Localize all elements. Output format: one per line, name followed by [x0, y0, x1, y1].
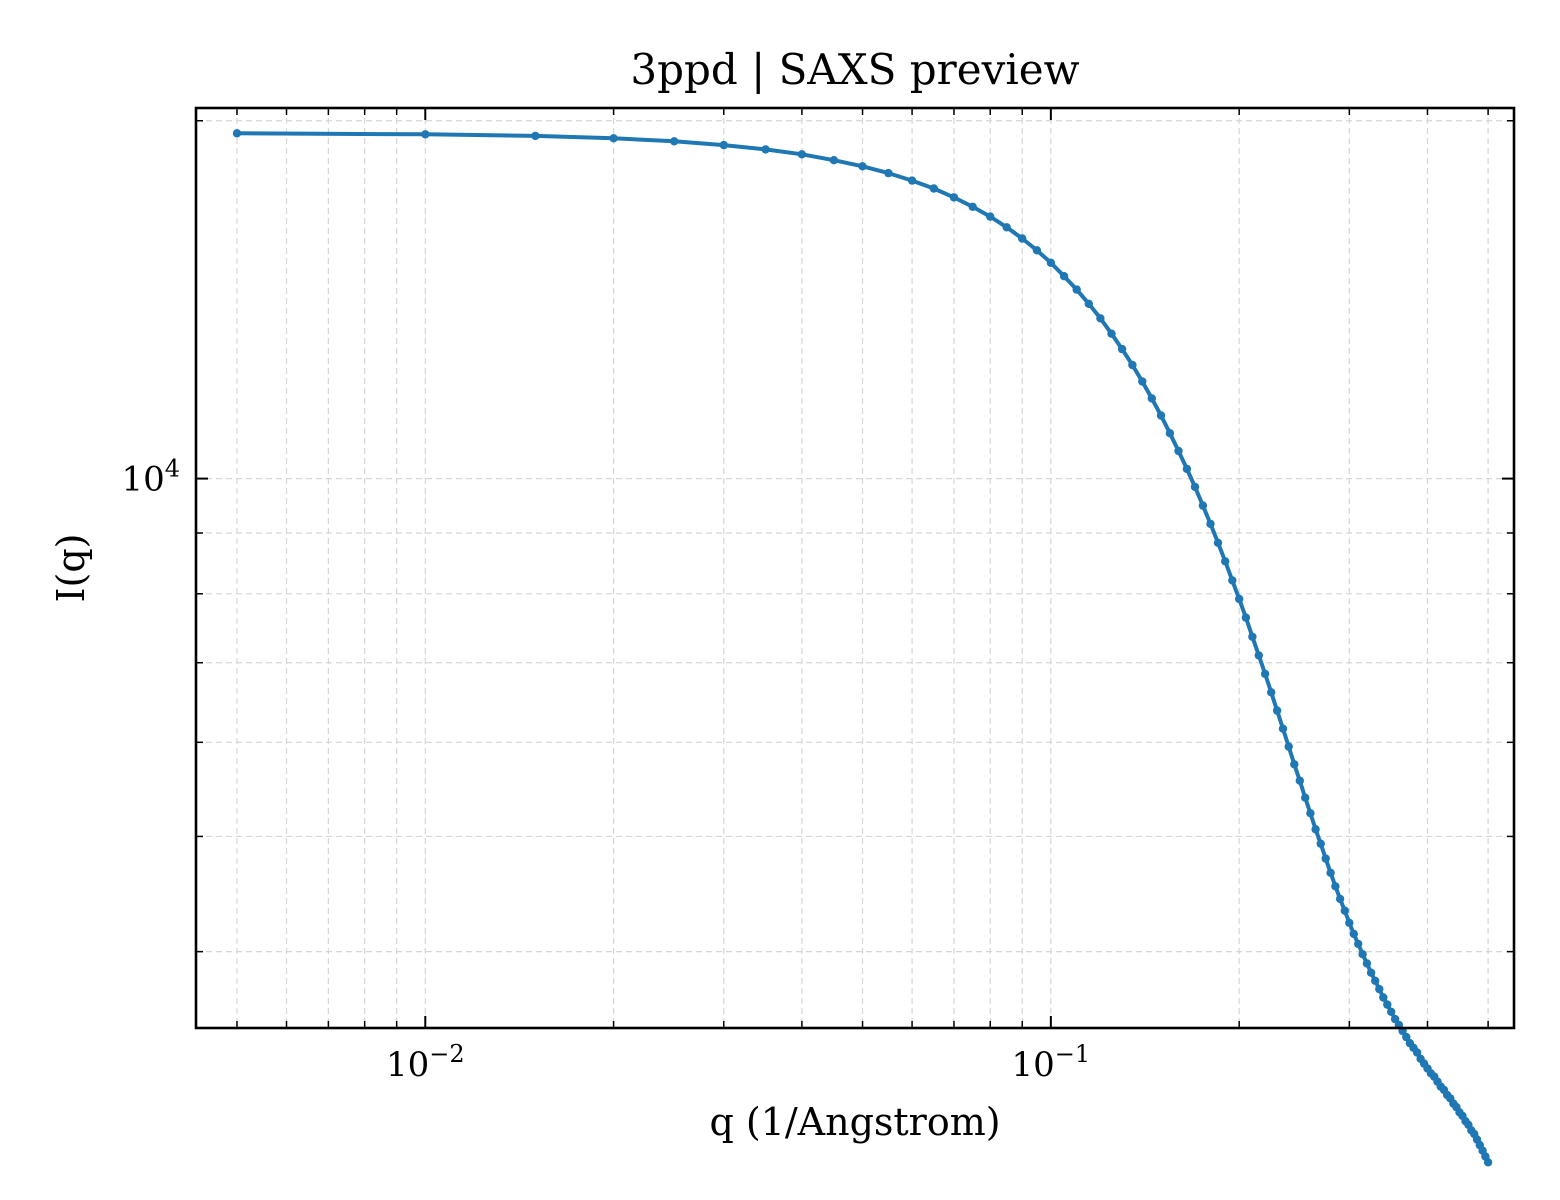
- data-point: [1235, 594, 1244, 604]
- data-point: [1340, 906, 1350, 915]
- chart-title: 3ppd | SAXS preview: [630, 45, 1079, 94]
- data-point: [1018, 234, 1027, 243]
- data-point: [1379, 993, 1388, 1002]
- data-point: [1182, 464, 1192, 474]
- data-point: [986, 212, 995, 221]
- x-axis-label: q (1/Angstrom): [709, 1100, 1000, 1144]
- data-point: [1107, 329, 1116, 338]
- data-point: [1335, 894, 1345, 904]
- data-point: [1084, 299, 1094, 308]
- data-point: [1306, 809, 1315, 818]
- data-point: [232, 129, 242, 138]
- x-tick-label: 10−2: [386, 1040, 465, 1085]
- data-point: [609, 134, 618, 143]
- data-point: [531, 131, 540, 141]
- data-point: [1278, 724, 1288, 733]
- data-point: [797, 150, 807, 159]
- data-point: [968, 202, 977, 211]
- data-point: [929, 184, 938, 193]
- series-line: [235, 131, 1491, 1165]
- data-point: [670, 137, 679, 146]
- data-point: [1032, 246, 1042, 255]
- data-point: [1383, 1000, 1392, 1009]
- data-point: [1156, 411, 1166, 420]
- data-point: [1362, 959, 1372, 968]
- data-point: [1295, 776, 1305, 785]
- data-series: [232, 129, 1493, 1167]
- data-point: [719, 140, 728, 150]
- data-point: [1387, 1007, 1396, 1016]
- data-point: [1311, 825, 1320, 834]
- data-point: [1117, 344, 1127, 354]
- axis-ticks: [196, 108, 1514, 1028]
- data-point: [1483, 1158, 1493, 1167]
- data-point: [1165, 429, 1175, 438]
- data-point: [1002, 223, 1011, 232]
- data-point: [1260, 669, 1270, 679]
- data-point: [1326, 868, 1335, 877]
- data-point: [1221, 557, 1230, 566]
- data-point: [1190, 482, 1200, 492]
- data-point: [1128, 360, 1137, 370]
- data-point: [1206, 519, 1215, 529]
- data-point: [1358, 950, 1367, 959]
- data-point: [1290, 760, 1299, 769]
- data-point: [1241, 613, 1251, 622]
- data-point: [761, 145, 770, 154]
- data-point: [1349, 929, 1359, 939]
- data-point: [1254, 651, 1264, 660]
- data-point: [1272, 706, 1282, 715]
- data-point: [829, 156, 839, 165]
- data-point: [1096, 314, 1105, 323]
- tick-labels: 10−2 10−1 104: [121, 455, 1090, 1085]
- data-point: [884, 168, 893, 178]
- data-point: [949, 193, 959, 202]
- data-point: [1345, 918, 1354, 927]
- data-point: [1402, 1032, 1411, 1042]
- data-point: [421, 130, 430, 139]
- data-point: [1301, 793, 1310, 802]
- data-point: [907, 176, 917, 185]
- y-axis-label: I(q): [49, 534, 93, 603]
- data-point: [1366, 968, 1376, 977]
- data-point: [1316, 839, 1325, 848]
- data-point: [1138, 377, 1147, 386]
- data-point: [1321, 854, 1330, 863]
- data-point: [1248, 632, 1257, 641]
- x-tick-label: 10−1: [1012, 1040, 1091, 1085]
- data-point: [1354, 939, 1363, 949]
- data-point: [1331, 882, 1340, 891]
- data-point: [1228, 576, 1237, 585]
- data-point: [1375, 984, 1384, 994]
- data-point: [1284, 742, 1293, 751]
- data-point: [1371, 976, 1380, 985]
- data-point: [1198, 501, 1208, 510]
- plot-frame: [194, 106, 1516, 1030]
- data-point: [1174, 446, 1183, 456]
- data-point: [1412, 1048, 1422, 1057]
- data-point: [1267, 688, 1276, 697]
- y-tick-label: 104: [121, 455, 180, 500]
- data-point: [1046, 258, 1056, 267]
- data-point: [1072, 285, 1081, 294]
- grid: [196, 108, 1514, 1028]
- data-point: [858, 162, 867, 171]
- data-point: [1213, 538, 1223, 547]
- data-point: [1147, 394, 1157, 403]
- data-point: [1059, 272, 1069, 281]
